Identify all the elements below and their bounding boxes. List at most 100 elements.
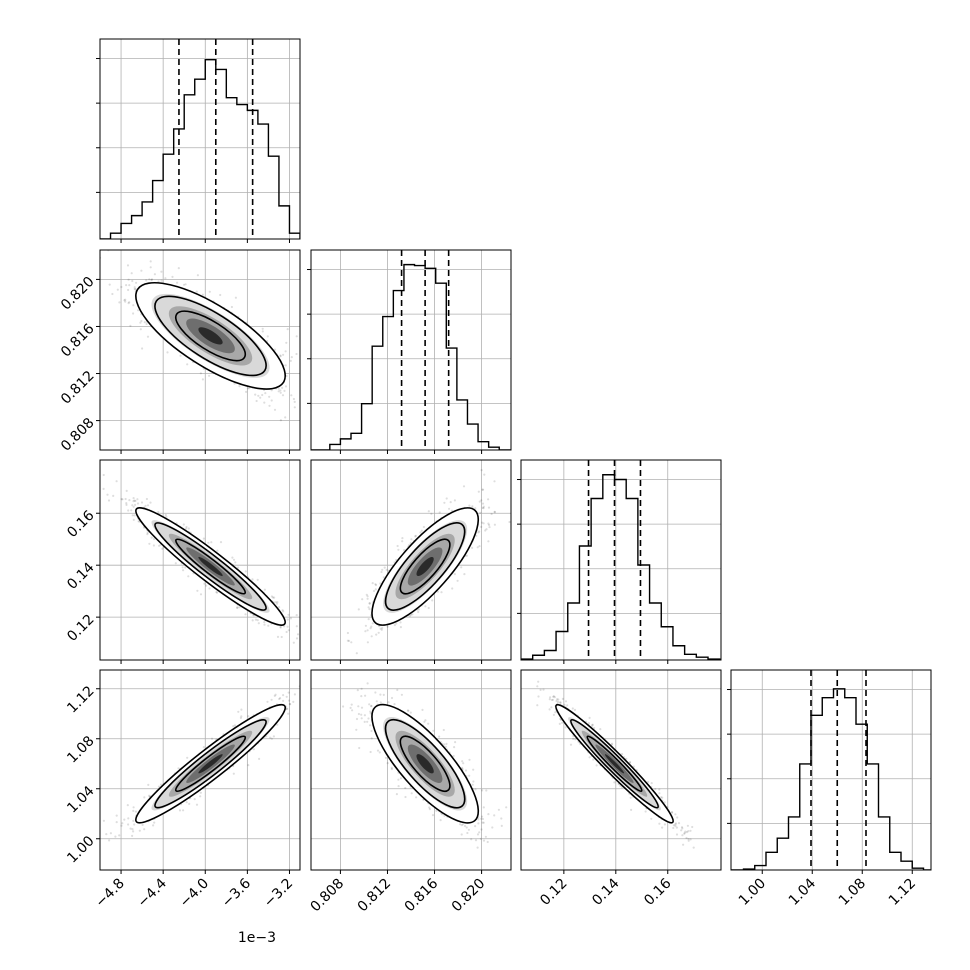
- scatter-point: [246, 387, 249, 390]
- scatter-point: [286, 625, 289, 628]
- scatter-point: [160, 270, 163, 273]
- scatter-point: [287, 613, 290, 616]
- scatter-point: [417, 610, 420, 614]
- scatter-point: [160, 279, 163, 282]
- scatter-point: [143, 796, 146, 799]
- scatter-point: [178, 809, 182, 812]
- scatter-point: [146, 533, 149, 536]
- scatter-point: [283, 625, 286, 628]
- scatter-point: [487, 498, 490, 501]
- scatter-point: [150, 536, 153, 539]
- scatter-point: [271, 596, 275, 599]
- scatter-point: [381, 568, 384, 571]
- scatter-point: [374, 583, 377, 586]
- scatter-point: [419, 531, 422, 534]
- scatter-point: [137, 520, 140, 523]
- scatter-point: [219, 293, 222, 297]
- scatter-point: [133, 514, 136, 517]
- scatter-point: [238, 606, 241, 609]
- scatter-point: [380, 628, 383, 631]
- scatter-point: [487, 506, 491, 509]
- scatter-point: [256, 619, 259, 622]
- scatter-point: [108, 839, 111, 842]
- scatter-point: [131, 279, 134, 283]
- scatter-point: [488, 523, 491, 527]
- scatter-point: [139, 321, 142, 324]
- scatter-point: [127, 288, 130, 292]
- scatter-point: [282, 353, 285, 356]
- scatter-point: [522, 490, 524, 492]
- scatter-point: [234, 561, 237, 564]
- scatter-panel-0-3: 1.001.041.081.12−4.8 −4.4 −4.0 −3.6 −3.21e−3: [64, 669, 301, 946]
- scatter-point: [481, 502, 485, 505]
- scatter-point: [145, 322, 148, 326]
- scatter-point: [164, 277, 167, 280]
- scatter-point: [288, 699, 291, 702]
- scatter-point: [365, 593, 368, 596]
- scatter-point: [374, 588, 377, 591]
- scatter-point: [115, 480, 118, 483]
- scatter-point: [251, 578, 254, 581]
- scatter-point: [479, 511, 482, 514]
- scatter-point: [140, 319, 143, 323]
- scatter-point: [377, 631, 380, 634]
- scatter-point: [157, 785, 161, 788]
- scatter-point: [124, 300, 127, 303]
- scatter-point: [443, 501, 446, 504]
- scatter-point: [123, 818, 126, 821]
- scatter-point: [259, 396, 262, 399]
- scatter-point: [371, 622, 374, 625]
- scatter-point: [403, 549, 406, 552]
- contour-line: [135, 507, 286, 626]
- contour-line: [384, 522, 466, 611]
- scatter-point: [379, 582, 382, 585]
- contour-line: [175, 538, 247, 595]
- scatter-point: [408, 614, 411, 618]
- scatter-point: [427, 606, 430, 610]
- scatter-point: [279, 419, 282, 422]
- scatter-point: [493, 523, 496, 526]
- scatter-point: [275, 602, 279, 605]
- scatter-point: [181, 566, 184, 569]
- scatter-point: [276, 635, 280, 639]
- scatter-point: [282, 699, 285, 703]
- scatter-point: [422, 525, 425, 529]
- scatter-point: [257, 622, 260, 625]
- y-tick-label: 0.16: [64, 508, 97, 541]
- scatter-point: [182, 523, 185, 526]
- scatter-point: [116, 288, 119, 291]
- scatter-point: [411, 613, 414, 616]
- scatter-point: [481, 488, 485, 491]
- scatter-panel-0-2: 0.120.140.16: [64, 459, 301, 664]
- scatter-point: [293, 406, 296, 409]
- scatter-point: [371, 582, 374, 585]
- scatter-point: [370, 635, 373, 638]
- scatter-point: [187, 527, 190, 530]
- scatter-point: [366, 597, 369, 600]
- y-tick-label: 0.816: [58, 321, 98, 361]
- scatter-point: [295, 335, 298, 338]
- scatter-point: [292, 641, 295, 644]
- scatter-point: [199, 593, 203, 596]
- scatter-point: [124, 497, 127, 501]
- scatter-point: [438, 511, 441, 514]
- scatter-point: [508, 520, 511, 524]
- scatter-point: [482, 505, 485, 508]
- scatter-point: [286, 618, 289, 621]
- scatter-point: [357, 608, 360, 611]
- scatter-point: [137, 309, 140, 312]
- scatter-point: [295, 352, 298, 356]
- axes-frame: [310, 249, 512, 451]
- scatter-point: [477, 531, 480, 534]
- scatter-point: [256, 578, 259, 581]
- scatter-point: [150, 278, 153, 282]
- scatter-point: [274, 693, 277, 696]
- scatter-point: [171, 275, 174, 278]
- scatter-point: [245, 390, 248, 393]
- histogram-step: [521, 474, 721, 660]
- scatter-point: [237, 710, 240, 713]
- scatter-point: [208, 374, 211, 377]
- scatter-point: [203, 582, 206, 585]
- scatter-point: [427, 510, 430, 513]
- scatter-point: [130, 509, 133, 512]
